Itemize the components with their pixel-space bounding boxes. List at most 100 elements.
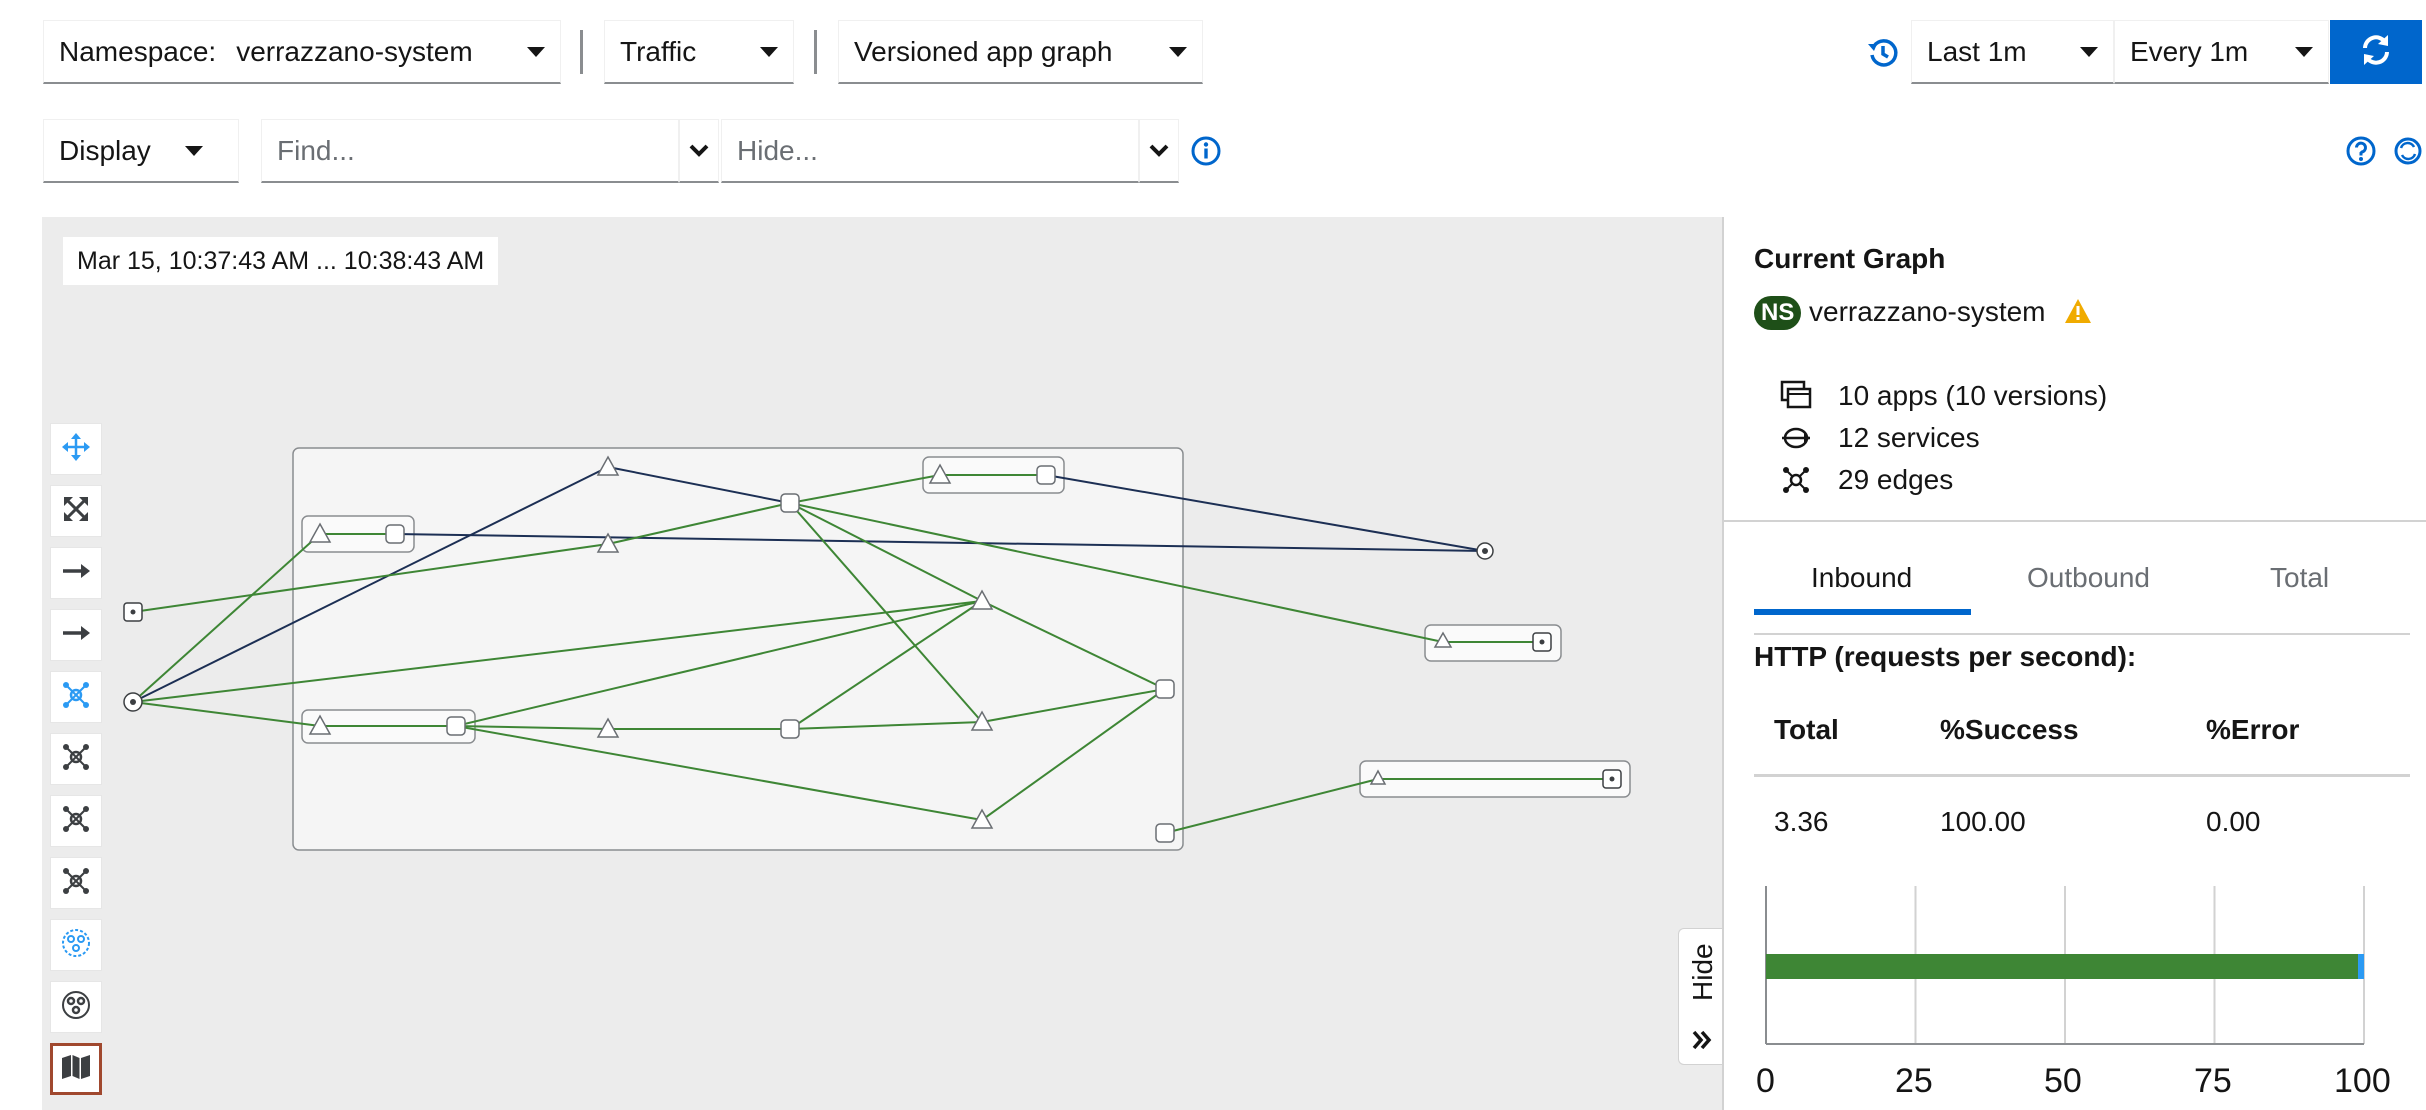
tab-total[interactable]: Total: [2270, 562, 2330, 593]
display-label: Display: [59, 134, 151, 166]
namespace-badge: NS: [1754, 296, 1802, 330]
chevron-down-icon: [1149, 144, 1169, 157]
graph-edge: [132, 701, 321, 727]
graph-app-node: [308, 522, 332, 543]
find-input[interactable]: Find...: [261, 119, 679, 183]
graph-edge: [981, 688, 1166, 723]
x-tick-label: 25: [1895, 1062, 1933, 1100]
active-tab-indicator: [1754, 609, 1971, 615]
hide-options-toggle[interactable]: [1139, 119, 1179, 183]
traffic-dropdown[interactable]: Traffic: [604, 20, 794, 84]
graph-namespace-box: [292, 447, 1184, 851]
pan-zoom-button[interactable]: [50, 423, 102, 475]
hide-input[interactable]: Hide...: [721, 119, 1139, 183]
legend-button[interactable]: [50, 981, 102, 1033]
graph-edge: [789, 600, 983, 730]
x-tick-label: 0: [1756, 1062, 1775, 1100]
tab-outbound[interactable]: Outbound: [2027, 562, 2150, 593]
graph-service-node: [780, 719, 800, 739]
table-cell-error: 0.00: [2206, 806, 2261, 837]
x-tick-label: 75: [2194, 1062, 2232, 1100]
chevron-down-icon: [2080, 46, 2098, 57]
refresh-interval-dropdown[interactable]: Every 1m: [2114, 20, 2329, 84]
graph-service-node: [1036, 465, 1056, 485]
graph-edge: [132, 543, 609, 613]
graph-app-node: [1433, 631, 1453, 648]
toolbar-divider: [580, 30, 583, 74]
graph-edge: [455, 725, 609, 730]
graph-type-dropdown[interactable]: Versioned app graph: [838, 20, 1203, 84]
layout-top-down-button[interactable]: [50, 609, 102, 661]
map-button[interactable]: [50, 1043, 102, 1095]
edges-count: 29 edges: [1838, 464, 1954, 495]
display-dropdown[interactable]: Display: [43, 119, 239, 183]
topology-icon: [61, 804, 91, 839]
layout-3-button[interactable]: [50, 857, 102, 909]
graph-edge: [1164, 778, 1379, 834]
arrow-right-icon: [61, 561, 91, 586]
graph-edge: [455, 725, 983, 821]
apps-icon: [1780, 380, 1812, 415]
arrow-right-icon: [61, 623, 91, 648]
graph-edge: [607, 502, 791, 545]
graph-service-node: [446, 716, 466, 736]
replay-icon[interactable]: [2392, 135, 2424, 167]
chevron-down-icon: [185, 145, 203, 156]
graph-app-node: [970, 589, 994, 610]
info-icon[interactable]: [1190, 135, 1222, 167]
topology-icon: [61, 866, 91, 901]
panel-title: Current Graph: [1754, 243, 1946, 274]
sync-icon: [2358, 32, 2394, 73]
warning-icon[interactable]: [2064, 297, 2092, 330]
service-graph[interactable]: [0, 0, 1722, 1110]
graph-time-range-label: Mar 15, 10:37:43 AM ... 10:38:43 AM: [63, 237, 499, 285]
expand-icon: [62, 495, 90, 528]
graph-app-node: [970, 710, 994, 731]
x-tick-label: 50: [2044, 1062, 2082, 1100]
table-header-divider: [1754, 774, 2410, 777]
topology-icon: [61, 742, 91, 777]
panel-divider: [1724, 520, 2426, 522]
tab-inbound[interactable]: Inbound: [1811, 562, 1913, 593]
graph-app-node: [308, 714, 332, 735]
graph-edge: [789, 474, 941, 504]
panel-namespace-link[interactable]: verrazzano-system: [1809, 296, 2046, 327]
graph-time-range-text: Mar 15, 10:37:43 AM ... 10:38:43 AM: [77, 246, 485, 275]
namespace-label: Namespace:: [59, 35, 217, 67]
layout-1-button[interactable]: [50, 733, 102, 785]
history-icon[interactable]: [1866, 36, 1900, 70]
help-icon[interactable]: [2345, 135, 2377, 167]
graph-app-node: [596, 532, 620, 553]
graph-edge: [132, 466, 609, 703]
graph-edge: [789, 502, 1444, 643]
graph-edge: [132, 600, 983, 703]
graph-app-node: [1369, 769, 1387, 785]
apps-count: 10 apps (10 versions): [1838, 380, 2108, 411]
tabs-baseline: [1754, 633, 2410, 635]
namespace-dropdown[interactable]: Namespace: verrazzano-system: [43, 20, 561, 84]
cluster-icon: [61, 928, 91, 963]
time-range-dropdown[interactable]: Last 1m: [1911, 20, 2114, 84]
refresh-button[interactable]: [2330, 20, 2422, 84]
graph-edge: [789, 502, 983, 602]
table-cell-success: 100.00: [1940, 806, 2026, 837]
chevron-down-icon: [2295, 46, 2313, 57]
layout-left-right-button[interactable]: [50, 547, 102, 599]
toolbar-divider: [814, 30, 817, 74]
namespace-boxes-button[interactable]: [50, 919, 102, 971]
hide-panel-label: Hide: [1687, 943, 1718, 1001]
table-header-total: Total: [1774, 714, 1839, 745]
map-icon: [60, 1053, 92, 1086]
find-options-toggle[interactable]: [679, 119, 719, 183]
find-placeholder: Find...: [277, 134, 355, 166]
graph-edge: [132, 533, 321, 703]
layout-default-button[interactable]: [50, 671, 102, 723]
fit-view-button[interactable]: [50, 485, 102, 537]
layout-2-button[interactable]: [50, 795, 102, 847]
namespace-value: verrazzano-system: [236, 35, 473, 67]
graph-service-node: [780, 493, 800, 513]
cluster-icon: [61, 990, 91, 1025]
hide-panel-button[interactable]: Hide: [1678, 928, 1722, 1065]
graph-service-node: [1155, 679, 1175, 699]
graph-edge: [981, 688, 1166, 821]
